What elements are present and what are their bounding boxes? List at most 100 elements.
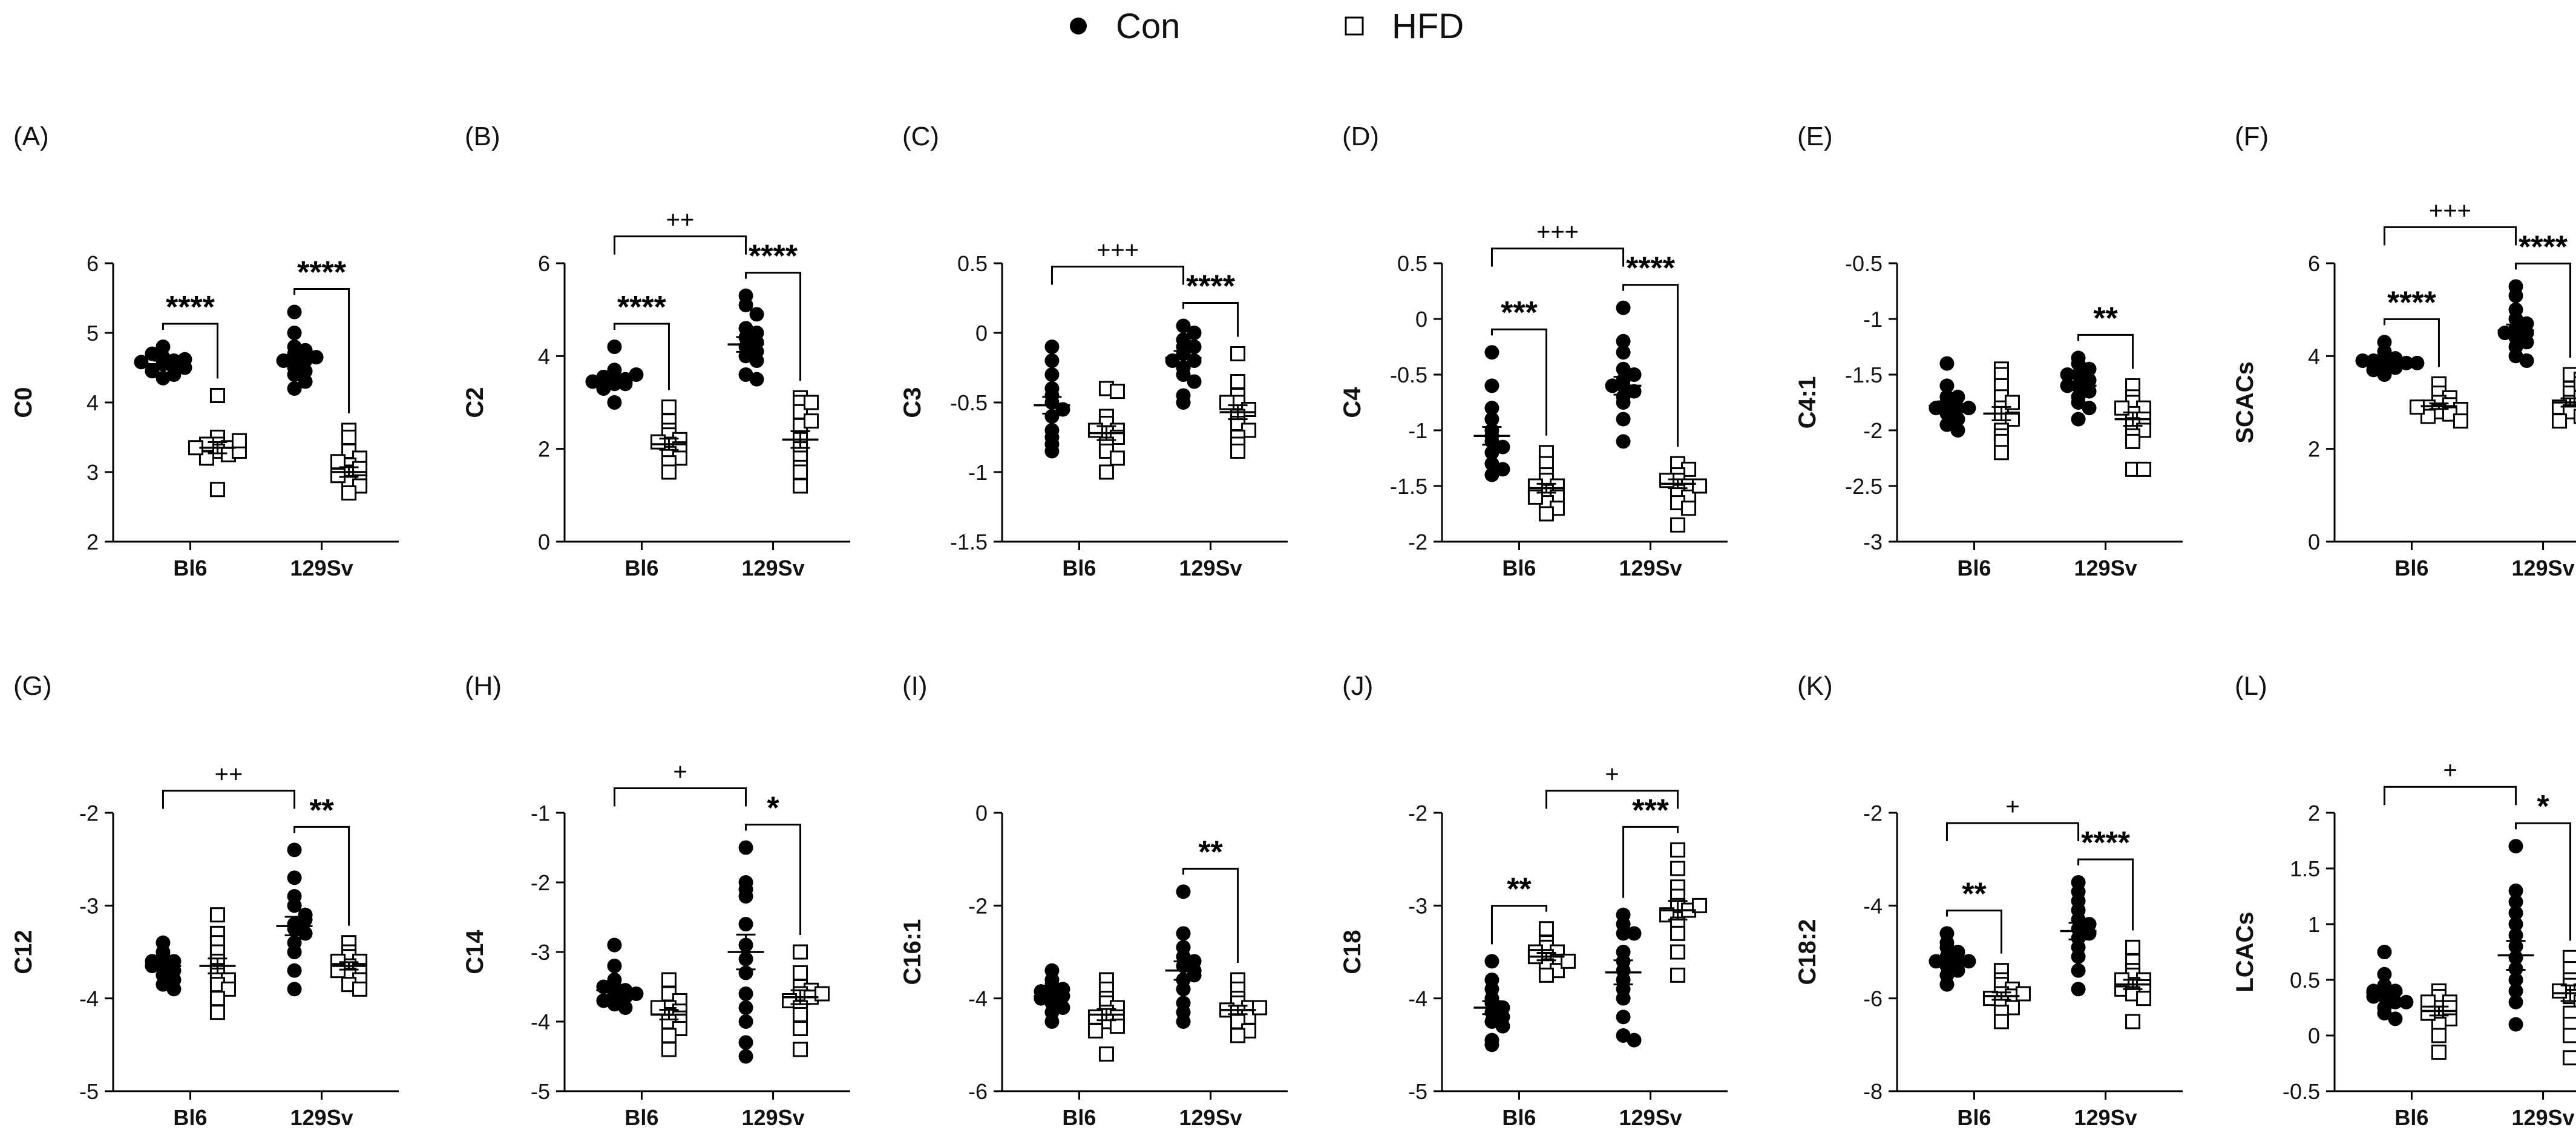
data-point-hfd xyxy=(2563,1028,2576,1043)
y-tick-label: -2 xyxy=(968,893,988,918)
data-point-con xyxy=(738,986,753,1001)
y-tick-label: -4 xyxy=(1408,986,1427,1011)
data-point-con xyxy=(1484,401,1499,416)
significance-label: * xyxy=(2537,789,2549,824)
y-tick-label: -4 xyxy=(531,1009,550,1034)
y-tick-label: 2 xyxy=(87,530,99,554)
data-point-con xyxy=(1495,462,1510,477)
group-comparison-label: + xyxy=(1605,761,1619,787)
x-tick-label: Bl6 xyxy=(1957,1105,1991,1130)
data-point-con xyxy=(607,395,622,410)
data-point-con xyxy=(1176,367,1191,382)
data-point-con xyxy=(287,326,302,340)
data-point-hfd xyxy=(2136,991,2152,1006)
data-point-con xyxy=(1044,1014,1060,1029)
y-axis-label: C2 xyxy=(462,387,488,418)
data-point-hfd xyxy=(1109,1019,1125,1034)
data-point-hfd xyxy=(1230,444,1246,459)
data-point-con xyxy=(166,367,182,382)
data-point-con xyxy=(2410,355,2425,370)
data-point-hfd xyxy=(661,399,677,415)
data-point-con xyxy=(1495,439,1510,455)
data-point-con xyxy=(2519,353,2534,368)
y-tick-label: 5 xyxy=(87,321,99,346)
data-point-hfd xyxy=(2552,983,2568,999)
data-point-con xyxy=(629,986,644,1001)
group-comparison-label: + xyxy=(673,759,687,786)
significance-label: ** xyxy=(1198,835,1223,870)
data-point-con xyxy=(1950,423,1965,438)
group-comparison-label: + xyxy=(2005,793,2019,820)
data-point-hfd xyxy=(2136,461,2152,477)
y-tick-label: -2 xyxy=(1863,801,1883,826)
data-point-con xyxy=(156,370,171,386)
data-point-con xyxy=(287,367,302,382)
x-tick-label: Bl6 xyxy=(1502,556,1536,580)
data-point-con xyxy=(287,304,302,320)
x-tick-label: Bl6 xyxy=(624,1105,658,1130)
data-point-hfd xyxy=(352,981,368,997)
significance-label: ** xyxy=(2093,301,2118,336)
data-point-con xyxy=(2508,928,2523,943)
group-comparison-bracket xyxy=(2383,786,2517,806)
y-axis-label: C12 xyxy=(10,930,37,974)
data-point-con xyxy=(738,1000,753,1015)
data-point-con xyxy=(2508,905,2523,921)
data-point-con xyxy=(1176,395,1191,410)
data-point-hfd xyxy=(2125,939,2141,955)
data-point-con xyxy=(1616,300,1631,315)
data-point-con xyxy=(177,352,192,367)
significance-bracket xyxy=(1182,867,1239,963)
significance-bracket xyxy=(2077,858,2134,931)
data-point-con xyxy=(2497,326,2512,340)
open-square-icon xyxy=(1345,16,1364,36)
y-tick-label: 6 xyxy=(538,251,550,276)
data-point-hfd xyxy=(330,454,346,470)
x-tick-label: Bl6 xyxy=(624,556,658,580)
data-point-con xyxy=(749,344,764,359)
significance-label: **** xyxy=(2387,285,2437,320)
significance-label: **** xyxy=(1186,269,1236,304)
y-tick-label: -2.5 xyxy=(1845,474,1883,499)
data-point-con xyxy=(1616,345,1631,360)
data-point-hfd xyxy=(1659,473,1675,488)
y-tick-label: -0.5 xyxy=(2283,1079,2320,1104)
panel-label: (J) xyxy=(1342,671,1373,701)
x-tick-label: 129Sv xyxy=(1179,556,1242,580)
data-point-hfd xyxy=(1087,1023,1103,1039)
x-tick-label: Bl6 xyxy=(173,556,207,580)
data-point-con xyxy=(1176,884,1191,899)
x-tick-label: 129Sv xyxy=(1619,556,1682,580)
data-point-con xyxy=(2377,945,2392,959)
data-point-con xyxy=(1187,954,1202,969)
data-point-con xyxy=(298,912,313,927)
y-tick-label: -3 xyxy=(531,940,550,965)
x-tick-label: 129Sv xyxy=(2074,1105,2137,1130)
data-point-con xyxy=(2355,353,2370,368)
data-point-hfd xyxy=(1109,450,1125,466)
data-point-hfd xyxy=(1670,944,1686,960)
data-point-con xyxy=(1044,444,1060,459)
y-tick-label: -1.5 xyxy=(950,530,988,554)
y-tick-label: -2 xyxy=(1408,801,1427,826)
data-point-hfd xyxy=(341,485,357,501)
y-axis-label: C4 xyxy=(1339,387,1366,418)
y-tick-label: -0.5 xyxy=(1390,363,1427,387)
data-point-hfd xyxy=(2004,412,2020,427)
panel-label: (F) xyxy=(2235,122,2269,151)
significance-bracket xyxy=(2383,318,2440,367)
x-tick-label: 129Sv xyxy=(1619,1105,1682,1130)
data-point-con xyxy=(2082,361,2097,376)
data-point-hfd xyxy=(1993,1014,2009,1029)
data-point-con xyxy=(1495,1019,1510,1034)
data-point-con xyxy=(1055,1000,1070,1015)
data-point-con xyxy=(1627,1032,1642,1048)
group-comparison-bracket xyxy=(162,789,296,809)
chart-panel: (E) -3 -2.5 -2 -1.5 -1 -0.5 C4:1 Bl6 129Sv ** xyxy=(1794,122,2183,580)
data-point-con xyxy=(1616,991,1631,1006)
y-tick-label: -3 xyxy=(1408,893,1427,918)
data-point-con xyxy=(738,298,753,312)
data-point-con xyxy=(1044,353,1060,368)
data-point-con xyxy=(287,898,302,913)
data-point-hfd xyxy=(1560,953,1576,969)
